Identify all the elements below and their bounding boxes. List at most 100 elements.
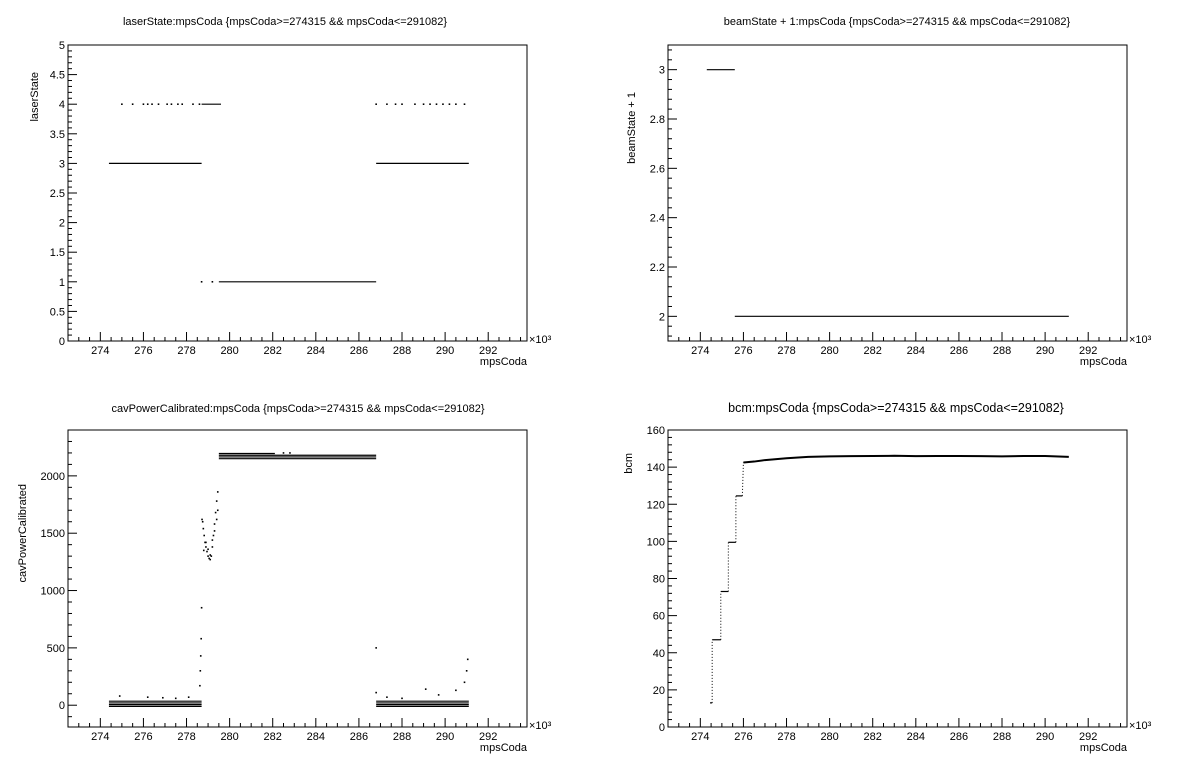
x-tick-label: 288 — [393, 731, 411, 743]
x-tick-label: 282 — [264, 345, 282, 357]
x-multiplier: ×10³ — [529, 720, 552, 732]
x-tick-label: 274 — [91, 345, 109, 357]
y-tick-label: 2 — [659, 311, 665, 323]
data-point — [215, 518, 218, 521]
plot-frame — [67, 429, 528, 728]
x-tick-label: 292 — [1079, 345, 1097, 357]
step-connector — [741, 462, 744, 496]
data-point — [463, 103, 466, 105]
data-point — [465, 670, 468, 672]
data-point — [455, 689, 457, 692]
data-point — [200, 637, 202, 640]
data-point — [131, 103, 134, 105]
x-tick-label: 284 — [907, 345, 925, 357]
x-tick-label: 274 — [691, 731, 709, 743]
data-point — [216, 491, 219, 493]
data-point — [375, 103, 377, 105]
data-point — [200, 281, 203, 283]
y-tick-label: 140 — [647, 462, 665, 474]
x-tick-label: 276 — [734, 345, 752, 357]
x-axis-label: mpsCoda — [1080, 742, 1128, 754]
data-point — [170, 103, 173, 105]
y-tick-label: 4.5 — [50, 70, 65, 82]
data-point — [213, 523, 216, 525]
data-point — [209, 554, 212, 556]
x-tick-label: 278 — [177, 345, 195, 357]
data-point — [199, 655, 202, 657]
data-point — [151, 103, 153, 105]
chart-title: beamState + 1:mpsCoda {mpsCoda>=274315 &… — [724, 16, 1071, 28]
x-multiplier: ×10³ — [1129, 720, 1152, 732]
data-point — [210, 555, 213, 557]
data-point — [118, 695, 121, 697]
y-tick-label: 60 — [653, 611, 665, 623]
y-tick-label: 80 — [653, 574, 665, 586]
data-point — [463, 681, 466, 684]
data-point — [202, 527, 205, 530]
data-point — [214, 511, 217, 514]
x-tick-label: 276 — [734, 731, 752, 743]
x-tick-label: 290 — [436, 345, 454, 357]
y-tick-label: 100 — [647, 536, 665, 548]
y-tick-label: 0 — [59, 700, 65, 712]
x-tick-label: 274 — [691, 345, 709, 357]
y-axis-label: laserState — [29, 72, 41, 122]
data-point — [429, 103, 431, 105]
data-point — [209, 558, 212, 561]
data-point — [205, 541, 207, 544]
data-point — [198, 103, 201, 105]
data-point — [435, 103, 438, 105]
data-trend — [743, 454, 1069, 464]
y-tick-label: 5 — [59, 40, 65, 52]
data-point — [424, 688, 427, 690]
y-tick-label: 0 — [59, 336, 65, 348]
data-point — [394, 103, 397, 105]
x-tick-label: 286 — [950, 345, 968, 357]
x-tick-label: 290 — [1036, 731, 1054, 743]
data-point — [146, 696, 149, 698]
x-tick-label: 292 — [1079, 731, 1097, 743]
data-point — [181, 103, 184, 105]
y-tick-label: 1500 — [41, 528, 65, 540]
data-point — [414, 103, 416, 105]
data-point — [455, 103, 457, 105]
x-multiplier: ×10³ — [1129, 334, 1152, 346]
chart-beam-state: beamState + 1:mpsCoda {mpsCoda>=274315 &… — [626, 16, 1152, 368]
data-point — [187, 696, 190, 698]
data-point — [146, 103, 149, 105]
y-tick-label: 2.6 — [650, 163, 665, 175]
x-tick-label: 284 — [307, 345, 325, 357]
x-tick-label: 280 — [220, 345, 238, 357]
data-point — [202, 549, 205, 552]
data-point — [215, 500, 218, 502]
data-point — [157, 103, 160, 105]
data-point — [142, 103, 145, 105]
x-tick-label: 286 — [350, 345, 368, 357]
x-tick-label: 282 — [864, 345, 882, 357]
data-point — [375, 647, 377, 649]
chart-title: laserState:mpsCoda {mpsCoda>=274315 && m… — [123, 16, 447, 28]
data-point — [375, 691, 377, 694]
x-tick-label: 282 — [264, 731, 282, 743]
y-tick-label: 3.5 — [50, 129, 65, 141]
x-tick-label: 280 — [220, 731, 238, 743]
data-point — [213, 530, 216, 532]
y-tick-label: 2.8 — [650, 114, 665, 126]
x-tick-label: 286 — [950, 731, 968, 743]
plot-frame — [667, 429, 1128, 728]
x-tick-label: 276 — [134, 345, 152, 357]
y-tick-label: 4 — [59, 99, 65, 111]
data-point — [442, 103, 444, 105]
x-tick-label: 290 — [436, 731, 454, 743]
data-point — [386, 696, 388, 698]
data-point — [208, 557, 210, 560]
data-point — [174, 697, 177, 700]
y-tick-label: 40 — [653, 648, 665, 660]
y-tick-label: 1.5 — [50, 247, 65, 259]
x-tick-label: 292 — [479, 731, 497, 743]
data-point — [207, 548, 209, 551]
data-point — [448, 103, 451, 105]
x-tick-label: 278 — [177, 731, 195, 743]
chart-title: bcm:mpsCoda {mpsCoda>=274315 && mpsCoda<… — [728, 401, 1064, 415]
y-tick-label: 0.5 — [50, 306, 65, 318]
